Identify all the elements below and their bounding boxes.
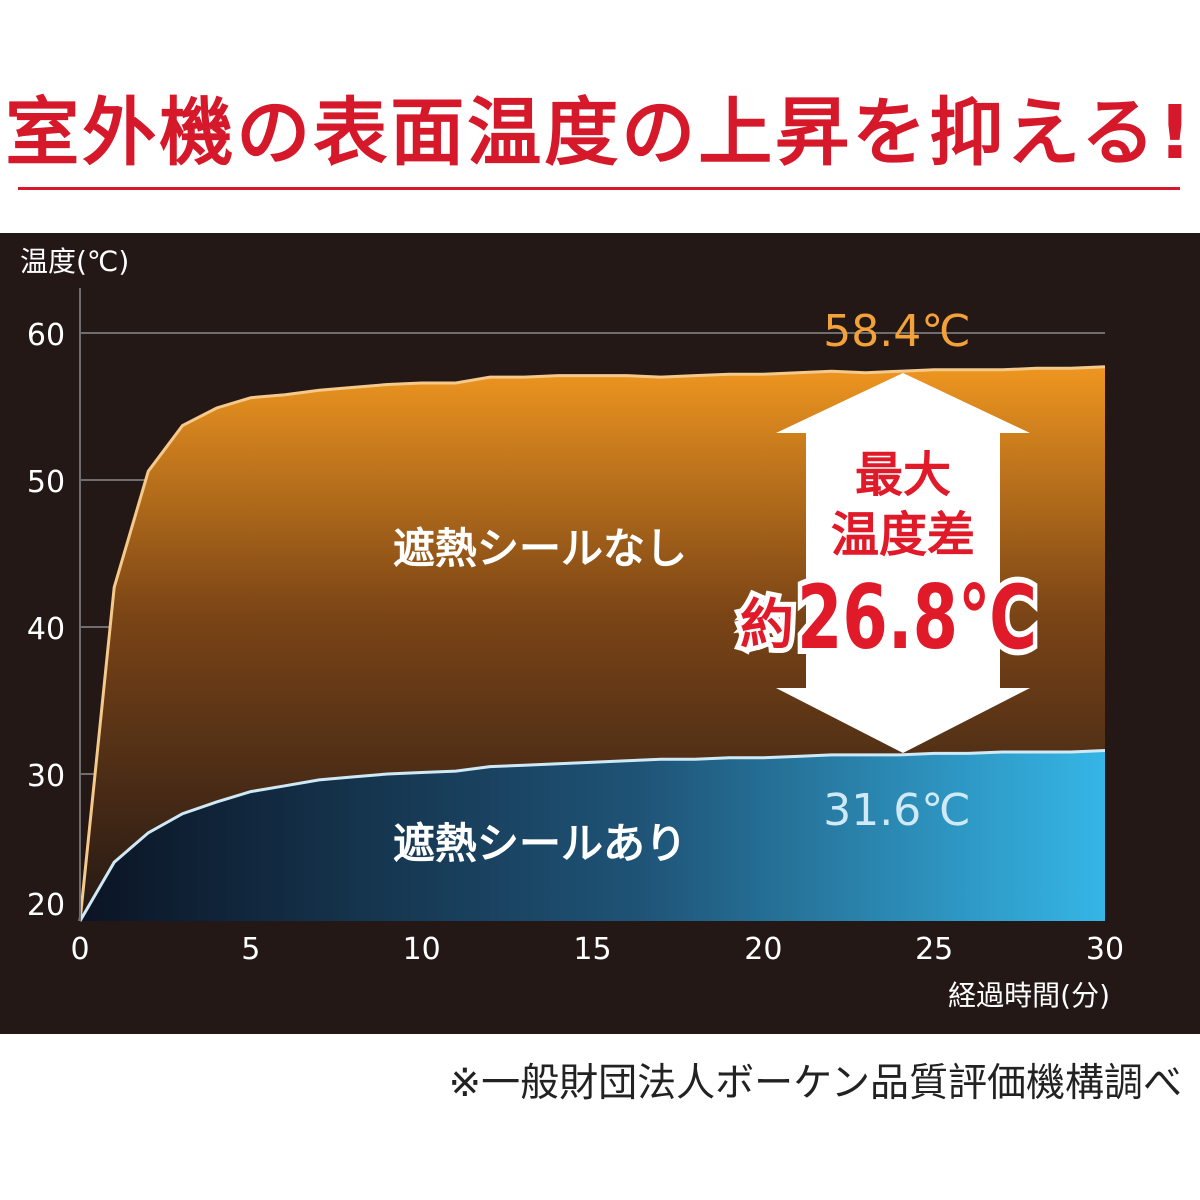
- headline-underline: [18, 187, 1180, 190]
- x-tick-label: 20: [744, 932, 782, 967]
- x-tick-label: 0: [70, 932, 89, 967]
- x-axis-label: 経過時間(分): [948, 979, 1110, 1012]
- x-tick-label: 25: [915, 932, 953, 967]
- y-axis-label: 温度(℃): [20, 245, 129, 278]
- difference-callout: 最大 温度差 約 26.8℃: [735, 447, 1043, 675]
- y-tick-label: 30: [27, 759, 65, 794]
- double-arrow: [776, 373, 1030, 753]
- y-tick-label: 40: [27, 612, 65, 647]
- x-tick-labels: 0 5 10 15 20 25 30: [70, 932, 1124, 967]
- series-label-no-seal: 遮熱シールなし: [393, 524, 687, 573]
- series-line-with-seal: [78, 749, 1106, 922]
- x-tick-label: 15: [573, 932, 611, 967]
- series-label-with-seal: 遮熱シールあり: [393, 819, 687, 868]
- series-line-no-seal: [78, 365, 1106, 922]
- y-tick-labels: 20 30 40 50 60: [27, 318, 65, 923]
- series-area-with-seal: [80, 750, 1105, 921]
- end-value-no-seal: 58.4℃: [823, 306, 970, 357]
- y-tick-label: 50: [27, 465, 65, 500]
- callout-line2: 温度差: [831, 507, 975, 563]
- x-tick-label: 30: [1086, 932, 1124, 967]
- footnote: ※一般財団法人ボーケン品質評価機構調べ: [448, 1061, 1182, 1106]
- callout-line1: 最大: [855, 447, 951, 503]
- x-tick-label: 10: [403, 932, 441, 967]
- callout-prefix: 約: [740, 593, 794, 656]
- headline: 室外機の表面温度の上昇を抑える!: [5, 90, 1195, 176]
- y-tick-label: 20: [27, 888, 65, 923]
- x-tick-label: 5: [241, 932, 260, 967]
- temperature-chart: 20 30 40 50 60 0 5 10 15 20 25 30 温度(℃) 経過時間(分) 遮熱…: [0, 233, 1200, 1034]
- callout-value: 26.8℃: [797, 566, 1037, 669]
- y-tick-label: 60: [27, 318, 65, 353]
- end-value-with-seal: 31.6℃: [823, 785, 970, 836]
